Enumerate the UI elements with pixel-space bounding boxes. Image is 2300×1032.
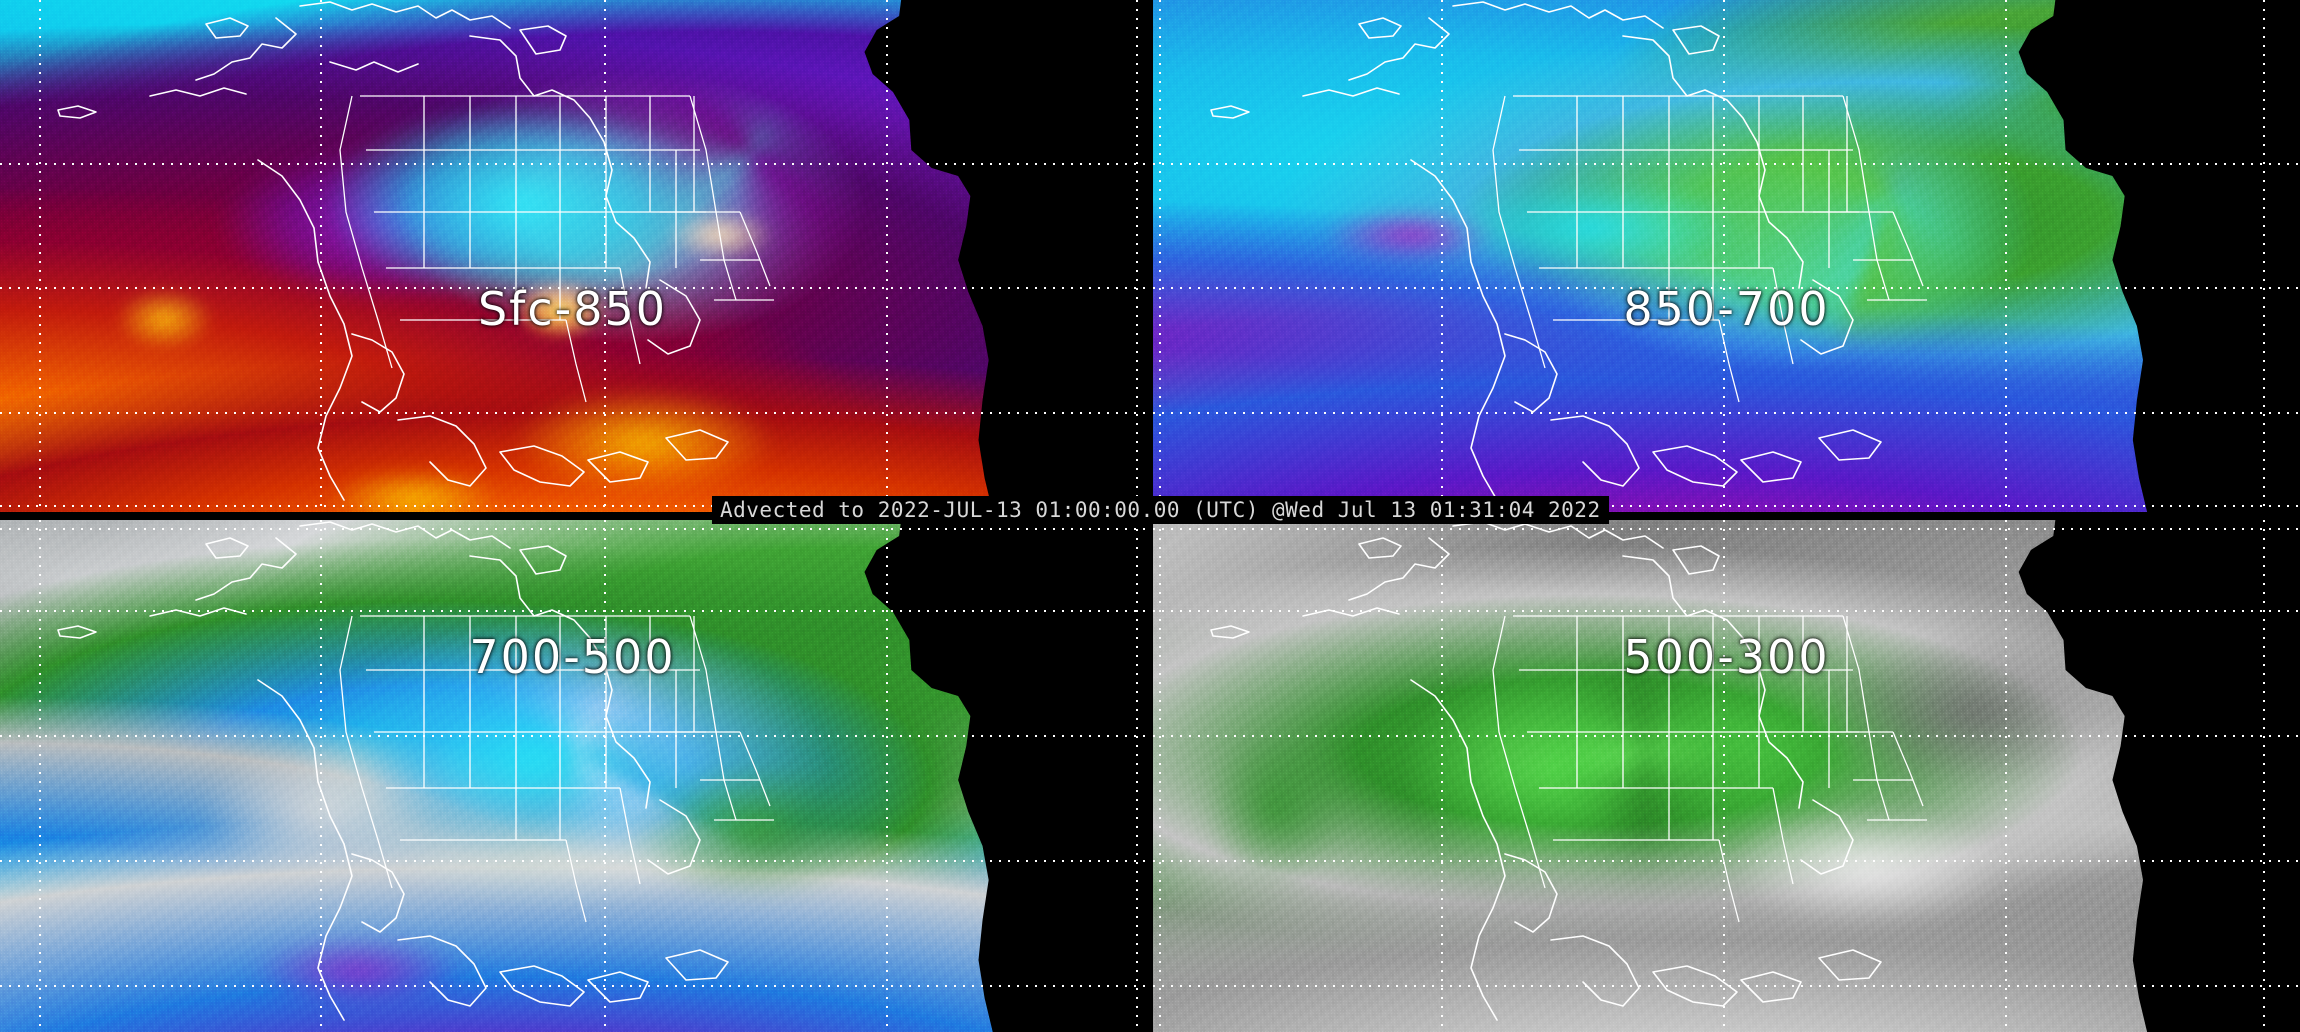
map-overlay-700-500 bbox=[0, 520, 1145, 1032]
map-overlay-500-300 bbox=[1153, 520, 2300, 1032]
nodata-limb-mask bbox=[779, 0, 1145, 512]
nodata-limb-mask bbox=[1933, 0, 2300, 512]
coastline-paths bbox=[57, 521, 729, 1021]
panel-500-300[interactable] bbox=[1153, 520, 2300, 1032]
map-overlay-sfc-850 bbox=[0, 0, 1145, 512]
panel-850-700[interactable] bbox=[1153, 0, 2300, 512]
coastline-paths bbox=[57, 1, 729, 501]
nodata-limb-mask bbox=[779, 520, 1145, 1032]
timestamp-banner: Advected to 2022-JUL-13 01:00:00.00 (UTC… bbox=[712, 496, 1609, 524]
nodata-limb-mask bbox=[1933, 520, 2300, 1032]
map-overlay-850-700 bbox=[1153, 0, 2300, 512]
us-state-borders bbox=[1492, 615, 1927, 923]
us-state-borders bbox=[339, 615, 774, 923]
coastline-paths bbox=[1210, 1, 1882, 501]
us-state-borders bbox=[339, 95, 774, 403]
coastline-paths bbox=[1210, 521, 1882, 1021]
us-state-borders bbox=[1492, 95, 1927, 403]
panel-sfc-850[interactable] bbox=[0, 0, 1145, 512]
panel-700-500[interactable] bbox=[0, 520, 1145, 1032]
